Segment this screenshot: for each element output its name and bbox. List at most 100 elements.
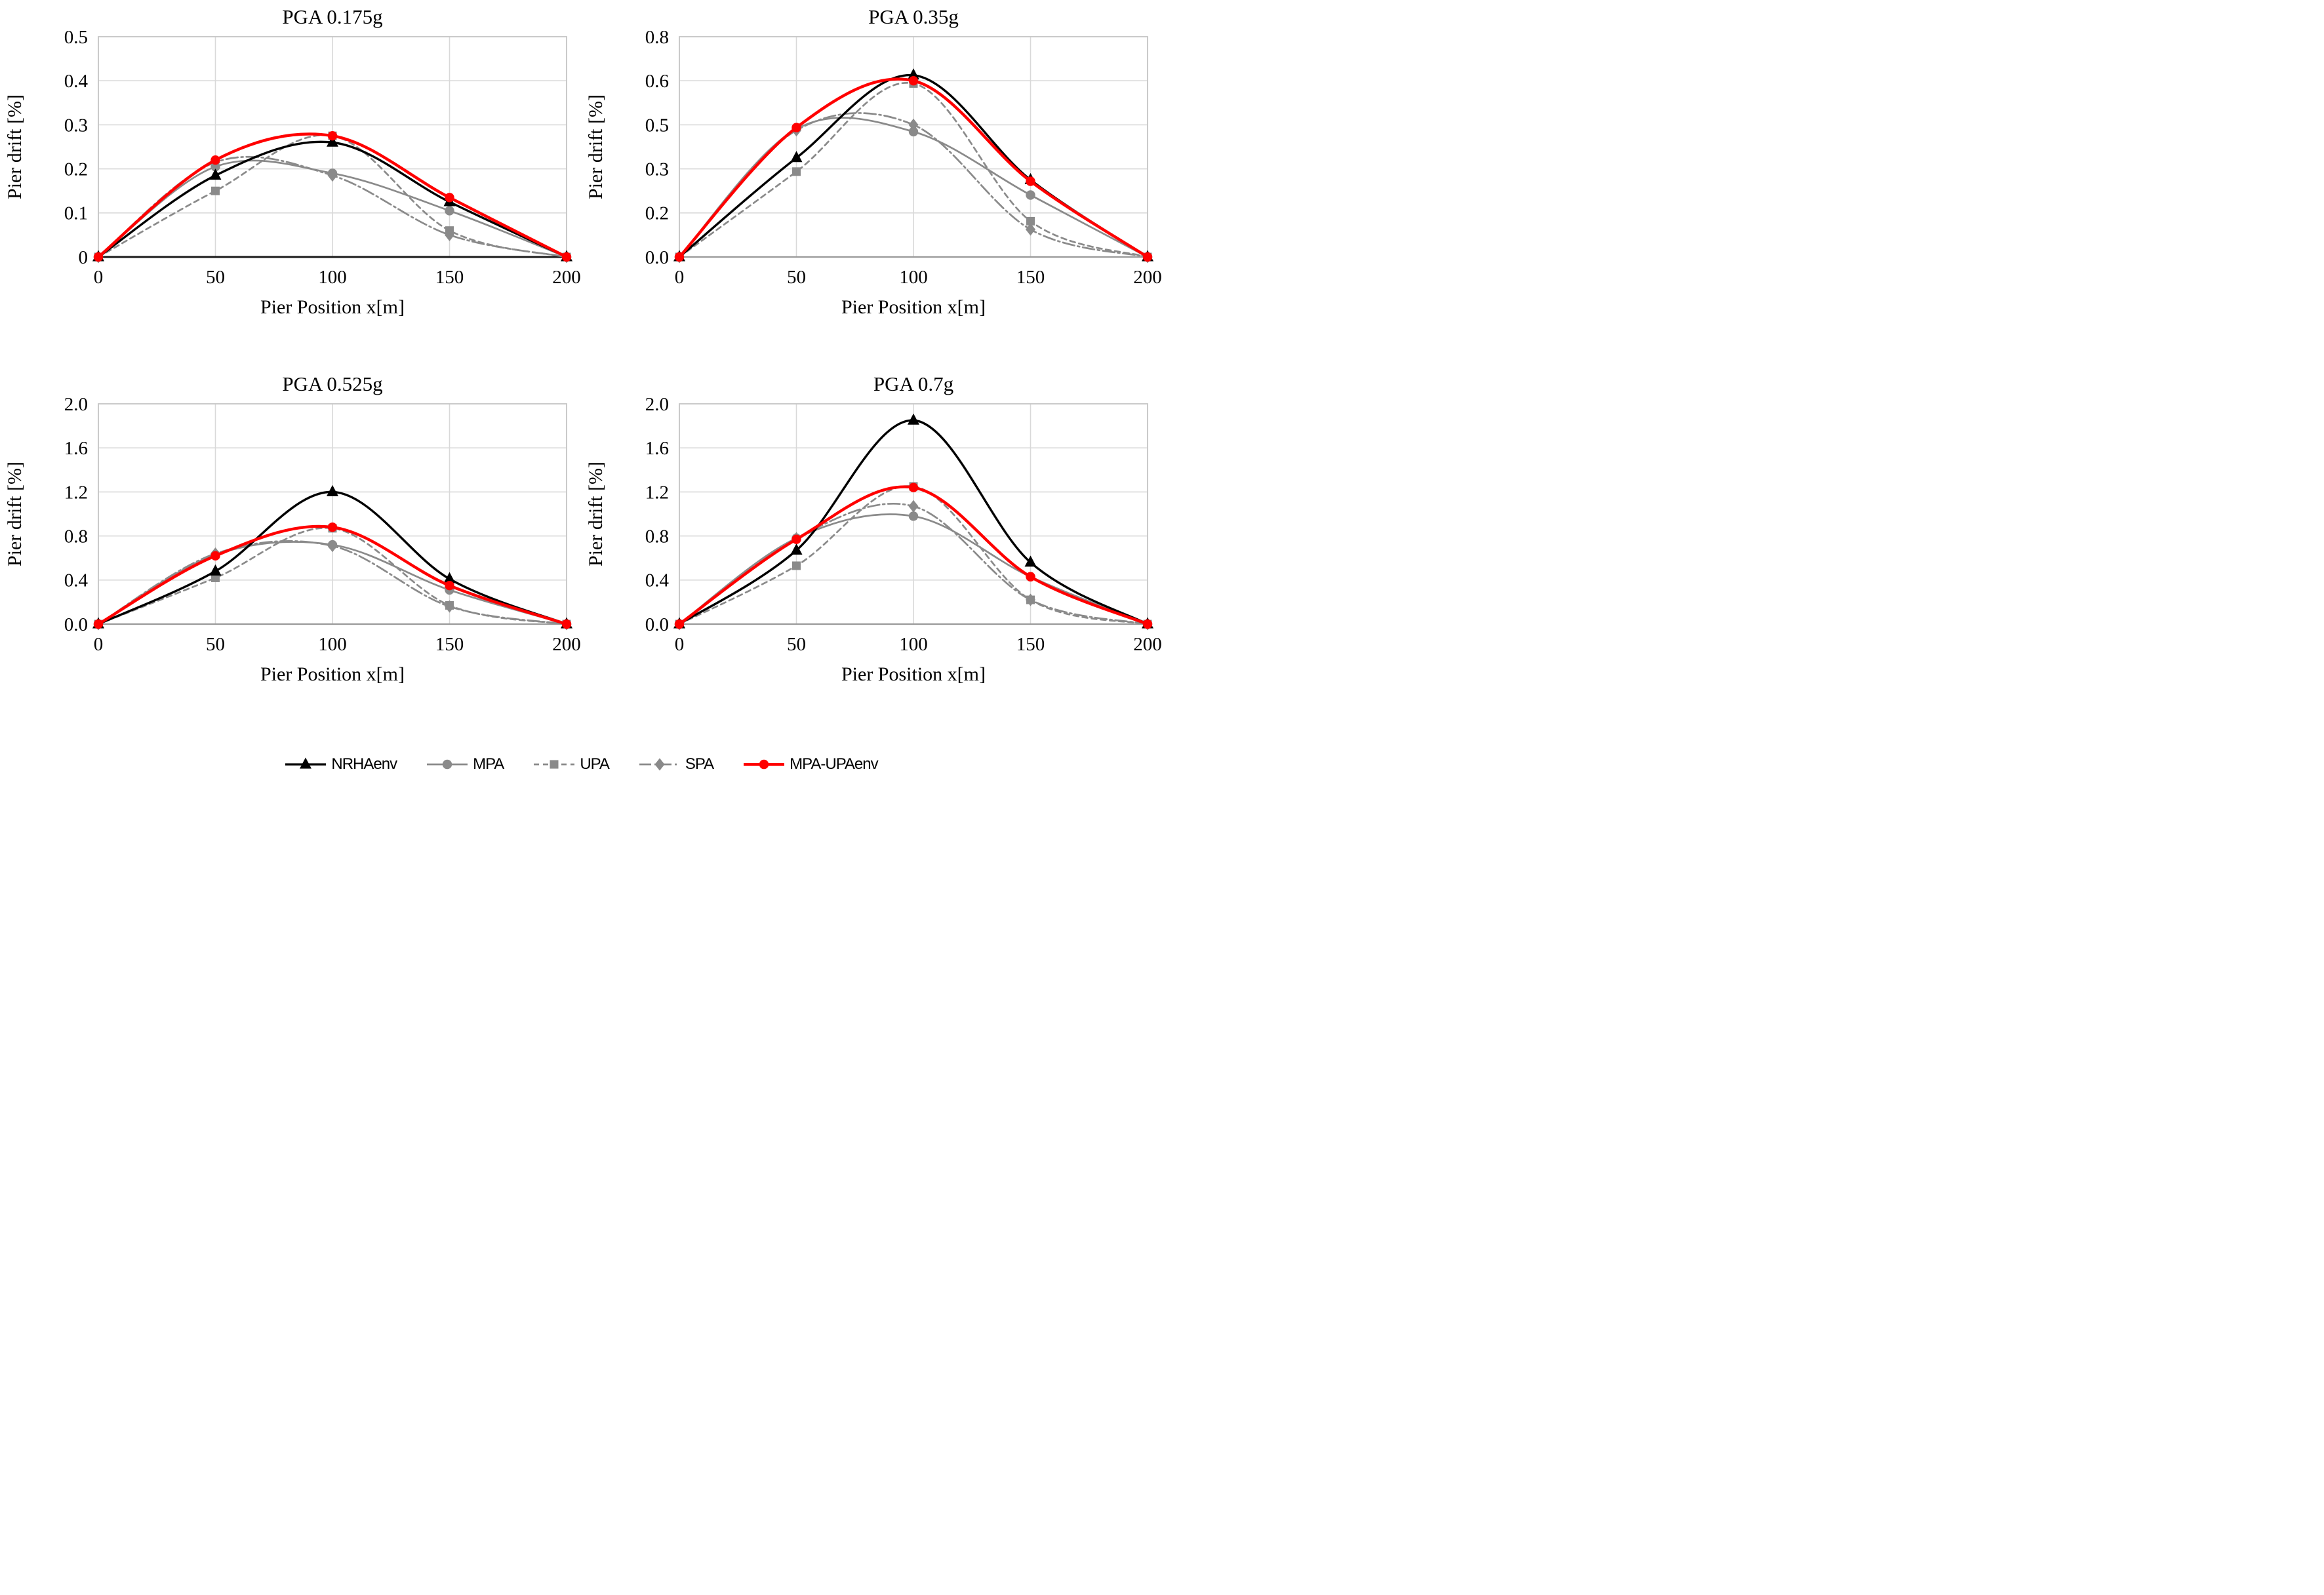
marker-triangle-NRHAenv xyxy=(790,151,803,163)
x-tick-label: 150 xyxy=(1016,267,1045,288)
chart-svg-pga-0175g: PGA 0.175g 0 0.1 0.2 0.3 0.4 0.5 0 50 100 150 200 Pi… xyxy=(4,5,581,318)
x-tick-label: 200 xyxy=(1133,267,1162,288)
marker-square-UPA xyxy=(792,167,801,176)
x-tick-label: 150 xyxy=(1016,634,1045,655)
x-tick-label: 150 xyxy=(435,267,464,288)
marker-circle-MPA-UPAenv xyxy=(1142,619,1153,629)
legend-item-mpa: MPA xyxy=(426,755,504,774)
marker-diamond-SPA xyxy=(1026,593,1035,606)
marker-diamond-SPA xyxy=(327,540,338,553)
x-tick-label: 100 xyxy=(899,267,928,288)
y-tick-label: 0.3 xyxy=(645,159,669,180)
x-axis-label: Pier Position x[m] xyxy=(841,296,986,318)
series-MPA-UPAenv xyxy=(93,131,572,262)
chart-panel-pga-07g: PGA 0.7g 0.0 0.4 0.8 1.2 1.6 2.0 0 50 100 150 200 Pi… xyxy=(581,367,1162,734)
x-tick-label: 50 xyxy=(206,267,225,288)
chart-title: PGA 0.175g xyxy=(282,5,382,28)
legend-item-mpa-upaenv: MPA-UPAenv xyxy=(742,755,879,774)
y-tick-label: 0.0 xyxy=(64,614,88,635)
charts-grid: PGA 0.175g 0 0.1 0.2 0.3 0.4 0.5 0 50 100 150 200 Pi… xyxy=(0,0,1162,734)
marker-circle-MPA-UPAenv xyxy=(93,619,104,629)
marker-circle-MPA-UPAenv xyxy=(791,123,801,132)
x-tick-label: 0 xyxy=(675,634,685,655)
marker-square-UPA xyxy=(792,561,801,570)
chart-panel-pga-0175g: PGA 0.175g 0 0.1 0.2 0.3 0.4 0.5 0 50 100 150 200 Pi… xyxy=(0,0,581,367)
y-tick-label: 1.2 xyxy=(64,482,88,503)
chart-title: PGA 0.525g xyxy=(282,372,382,395)
y-tick-label: 0.4 xyxy=(64,71,89,92)
x-axis-label: Pier Position x[m] xyxy=(841,663,986,685)
marker-diamond-SPA xyxy=(327,169,338,182)
x-tick-label: 50 xyxy=(787,267,806,288)
chart-panel-pga-035g: PGA 0.35g 0.0 0.2 0.3 0.5 0.6 0.8 0 50 100 150 200 P… xyxy=(581,0,1162,367)
marker-triangle-NRHAenv xyxy=(908,413,919,425)
legend-swatch-circle-icon xyxy=(427,759,468,770)
marker-circle-MPA-UPAenv xyxy=(445,193,454,203)
x-tick-label: 150 xyxy=(435,634,464,655)
marker-circle-MPA-UPAenv xyxy=(561,252,572,262)
marker-circle-MPA-UPAenv xyxy=(210,155,220,165)
legend-swatch-circle-icon xyxy=(744,759,785,770)
x-tick-label: 50 xyxy=(787,634,806,655)
y-tick-label: 1.6 xyxy=(64,438,88,459)
legend-marker-circle-icon xyxy=(442,759,452,770)
y-tick-label: 0.8 xyxy=(64,526,88,547)
series-MPA-UPAenv xyxy=(674,76,1153,262)
y-tick-label: 0.5 xyxy=(645,115,669,136)
marker-triangle-NRHAenv xyxy=(209,564,222,576)
marker-circle-MPA-UPAenv xyxy=(561,619,572,629)
marker-circle-MPA-UPAenv xyxy=(674,252,685,262)
legend-marker-diamond-icon xyxy=(654,758,665,771)
y-axis-label: Pier drift [%] xyxy=(585,462,607,566)
chart-title: PGA 0.35g xyxy=(868,5,959,28)
marker-circle-MPA-UPAenv xyxy=(1026,572,1035,581)
y-tick-label: 0.1 xyxy=(64,203,88,224)
x-axis-label: Pier Position x[m] xyxy=(260,296,405,318)
y-tick-label: 0.4 xyxy=(645,570,670,591)
marker-circle-MPA xyxy=(908,127,919,137)
legend-swatch-triangle-icon xyxy=(285,757,327,769)
y-tick-label: 0.0 xyxy=(645,247,669,268)
legend-label: NRHAenv xyxy=(331,755,397,773)
y-axis-label: Pier drift [%] xyxy=(585,94,607,199)
series-MPA-UPAenv xyxy=(93,522,572,629)
marker-circle-MPA-UPAenv xyxy=(1142,252,1153,262)
marker-triangle-NRHAenv xyxy=(908,68,919,80)
x-axis-label: Pier Position x[m] xyxy=(260,663,405,685)
marker-triangle-NRHAenv xyxy=(790,543,803,555)
y-tick-label: 0.2 xyxy=(64,159,88,180)
legend-label: SPA xyxy=(685,755,714,773)
legend-item-upa: UPA xyxy=(532,755,610,774)
marker-square-UPA xyxy=(211,573,220,582)
marker-circle-MPA xyxy=(445,206,454,216)
y-tick-label: 2.0 xyxy=(64,394,88,415)
x-tick-label: 100 xyxy=(318,634,347,655)
y-tick-label: 0.4 xyxy=(64,570,89,591)
x-tick-label: 0 xyxy=(94,634,104,655)
marker-triangle-NRHAenv xyxy=(1024,555,1037,567)
x-tick-label: 100 xyxy=(899,634,928,655)
marker-circle-MPA xyxy=(1026,190,1035,200)
marker-circle-MPA-UPAenv xyxy=(674,619,685,629)
y-axis-label: Pier drift [%] xyxy=(4,94,26,199)
y-tick-label: 1.2 xyxy=(645,482,669,503)
y-tick-label: 1.6 xyxy=(645,438,669,459)
y-tick-label: 0.8 xyxy=(645,27,669,48)
marker-diamond-SPA xyxy=(1026,223,1035,236)
marker-circle-MPA-UPAenv xyxy=(327,131,338,141)
chart-legend: NRHAenv MPA UPA SPA MPA-UPAenv xyxy=(0,734,1162,795)
y-tick-label: 0.5 xyxy=(64,27,88,48)
marker-circle-MPA-UPAenv xyxy=(327,522,338,532)
marker-circle-MPA-UPAenv xyxy=(908,482,919,492)
legend-marker-square-icon xyxy=(550,760,559,769)
x-tick-label: 0 xyxy=(94,267,104,288)
y-tick-label: 2.0 xyxy=(645,394,669,415)
marker-circle-MPA xyxy=(908,511,919,521)
y-tick-label: 0.2 xyxy=(645,203,669,224)
legend-swatch-diamond-icon xyxy=(639,758,680,771)
x-tick-label: 200 xyxy=(552,267,581,288)
legend-marker-circle-icon xyxy=(759,759,769,770)
marker-triangle-NRHAenv xyxy=(327,484,338,496)
y-axis-label: Pier drift [%] xyxy=(4,462,26,566)
y-tick-label: 0.3 xyxy=(64,115,88,136)
